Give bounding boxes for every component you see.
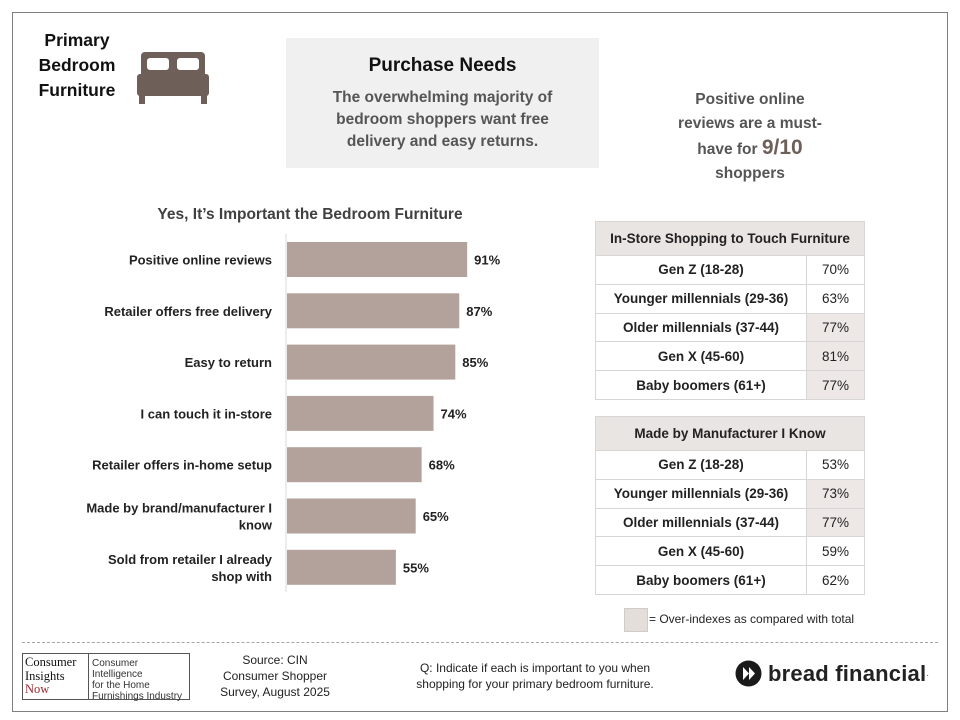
table-row: Younger millennials (29-36) 63% bbox=[595, 283, 865, 314]
source-line: Source: CIN bbox=[242, 653, 308, 667]
category-label: Retailer offers in-home setup bbox=[92, 458, 272, 473]
row-label: Gen X (45-60) bbox=[595, 341, 807, 372]
row-label: Baby boomers (61+) bbox=[595, 370, 807, 400]
footer-divider bbox=[22, 642, 938, 643]
category-title-line: Furniture bbox=[38, 80, 116, 100]
cin-logo-line: Now bbox=[25, 682, 50, 696]
callout-line: reviews are a must- bbox=[678, 115, 822, 132]
bar-value-label: 65% bbox=[423, 509, 449, 524]
category-title-line: Bedroom bbox=[38, 55, 116, 75]
summary-title: Purchase Needs bbox=[368, 55, 517, 76]
legend-text: = Over-indexes as compared with total bbox=[649, 612, 855, 626]
survey-question: Q: Indicate if each is important to you … bbox=[385, 660, 685, 692]
cin-tagline-line: Consumer Intelligence bbox=[92, 658, 143, 680]
row-value: 77% bbox=[806, 507, 865, 538]
table-row: Gen Z (18-28) 53% bbox=[595, 450, 865, 480]
summary-box: Purchase Needs The overwhelming majority… bbox=[286, 38, 599, 168]
cin-logo-line: Consumer bbox=[25, 655, 77, 669]
importance-bar-chart: 91% Positive online reviews 87% Retailer of… bbox=[86, 234, 501, 592]
category-label: Positive online reviews bbox=[129, 253, 272, 268]
row-label: Gen X (45-60) bbox=[595, 536, 807, 567]
callout-line: Positive online bbox=[695, 91, 805, 108]
row-label: Gen Z (18-28) bbox=[595, 255, 807, 285]
bread-financial-logo: bread financial. bbox=[735, 660, 929, 687]
manufacturer-table: Made by Manufacturer I Know Gen Z (18-28… bbox=[595, 416, 865, 595]
category-title-line: Primary bbox=[44, 30, 110, 50]
bar-value-label: 91% bbox=[474, 253, 500, 268]
table-row: Older millennials (37-44) 77% bbox=[595, 507, 865, 538]
row-value: 70% bbox=[806, 255, 865, 285]
cin-tagline-line: for the Home bbox=[92, 680, 150, 691]
bread-logo-text: bread financial bbox=[768, 660, 927, 686]
row-label: Younger millennials (29-36) bbox=[595, 283, 807, 314]
row-value: 73% bbox=[806, 478, 865, 509]
row-value: 59% bbox=[806, 536, 865, 567]
table-row: Baby boomers (61+) 77% bbox=[595, 370, 865, 400]
row-value: 62% bbox=[806, 565, 865, 595]
category-label: Retailer offers free delivery bbox=[104, 304, 272, 319]
category-label: I can touch it in-store bbox=[141, 406, 272, 421]
instore-touch-table: In-Store Shopping to Touch Furniture Gen… bbox=[595, 221, 865, 400]
bar bbox=[287, 549, 396, 585]
row-label: Younger millennials (29-36) bbox=[595, 478, 807, 509]
bar bbox=[287, 242, 468, 277]
callout-prefix: have for bbox=[697, 141, 762, 158]
source-line: Consumer Shopper bbox=[222, 669, 328, 683]
table-title: In-Store Shopping to Touch Furniture bbox=[595, 221, 865, 256]
bar-value-label: 74% bbox=[441, 406, 467, 421]
row-value: 53% bbox=[806, 450, 865, 480]
bar bbox=[287, 344, 456, 380]
bar-value-label: 68% bbox=[429, 458, 455, 473]
cin-logo-wordmark: Consumer Insights Now bbox=[23, 654, 89, 699]
category-label: know bbox=[239, 518, 273, 533]
row-label: Baby boomers (61+) bbox=[595, 565, 807, 595]
bar-value-label: 85% bbox=[462, 355, 488, 370]
row-value: 81% bbox=[806, 341, 865, 372]
row-value: 63% bbox=[806, 283, 865, 314]
callout-highlight: 9/10 bbox=[761, 136, 803, 159]
bread-logo-icon bbox=[735, 660, 762, 687]
question-line: Q: Indicate if each is important to you … bbox=[419, 661, 651, 675]
callout-line: have for 9/10 bbox=[660, 136, 840, 162]
bar bbox=[287, 395, 434, 431]
question-line: shopping for your primary bedroom furnit… bbox=[416, 677, 654, 691]
bar-value-label: 55% bbox=[403, 560, 429, 575]
cin-tagline-line: Furnishings Industry bbox=[92, 691, 183, 702]
cin-logo: Consumer Insights Now Consumer Intellige… bbox=[22, 653, 190, 702]
source-line: Survey, August 2025 bbox=[220, 685, 330, 699]
row-label: Older millennials (37-44) bbox=[595, 312, 807, 343]
bar bbox=[287, 293, 460, 329]
bar bbox=[287, 498, 416, 534]
row-label: Older millennials (37-44) bbox=[595, 507, 807, 538]
table-row: Gen Z (18-28) 70% bbox=[595, 255, 865, 285]
chart-title: Yes, It’s Important the Bedroom Furnitur… bbox=[157, 206, 463, 223]
source-note: Source: CIN Consumer Shopper Survey, Aug… bbox=[200, 652, 350, 700]
bar bbox=[287, 447, 422, 483]
table-row: Gen X (45-60) 59% bbox=[595, 536, 865, 567]
table-title: Made by Manufacturer I Know bbox=[595, 416, 865, 451]
table-row: Younger millennials (29-36) 73% bbox=[595, 478, 865, 509]
legend-swatch bbox=[624, 608, 648, 632]
cin-logo-line: Insights bbox=[25, 668, 65, 683]
category-label: Made by brand/manufacturer I bbox=[86, 501, 272, 516]
table-row: Gen X (45-60) 81% bbox=[595, 341, 865, 372]
reviews-callout: Positive online reviews are a must- have… bbox=[660, 88, 840, 186]
table-row: Older millennials (37-44) 77% bbox=[595, 312, 865, 343]
slide-frame bbox=[12, 12, 948, 712]
bread-logo-dot: . bbox=[926, 668, 930, 679]
bed-icon bbox=[137, 52, 209, 104]
bar-value-label: 87% bbox=[466, 304, 492, 319]
category-label: Sold from retailer I already bbox=[108, 552, 273, 567]
summary-text: The overwhelming majority of bedroom sho… bbox=[332, 89, 553, 150]
category-label: shop with bbox=[211, 569, 272, 584]
table-row: Baby boomers (61+) 62% bbox=[595, 565, 865, 595]
category-label: Easy to return bbox=[185, 355, 272, 370]
category-title: Primary Bedroom Furniture bbox=[22, 28, 132, 103]
callout-line: shoppers bbox=[715, 165, 785, 182]
row-value: 77% bbox=[806, 370, 865, 400]
cin-logo-tagline: Consumer Intelligence for the Home Furni… bbox=[89, 654, 189, 702]
row-label: Gen Z (18-28) bbox=[595, 450, 807, 480]
row-value: 77% bbox=[806, 312, 865, 343]
